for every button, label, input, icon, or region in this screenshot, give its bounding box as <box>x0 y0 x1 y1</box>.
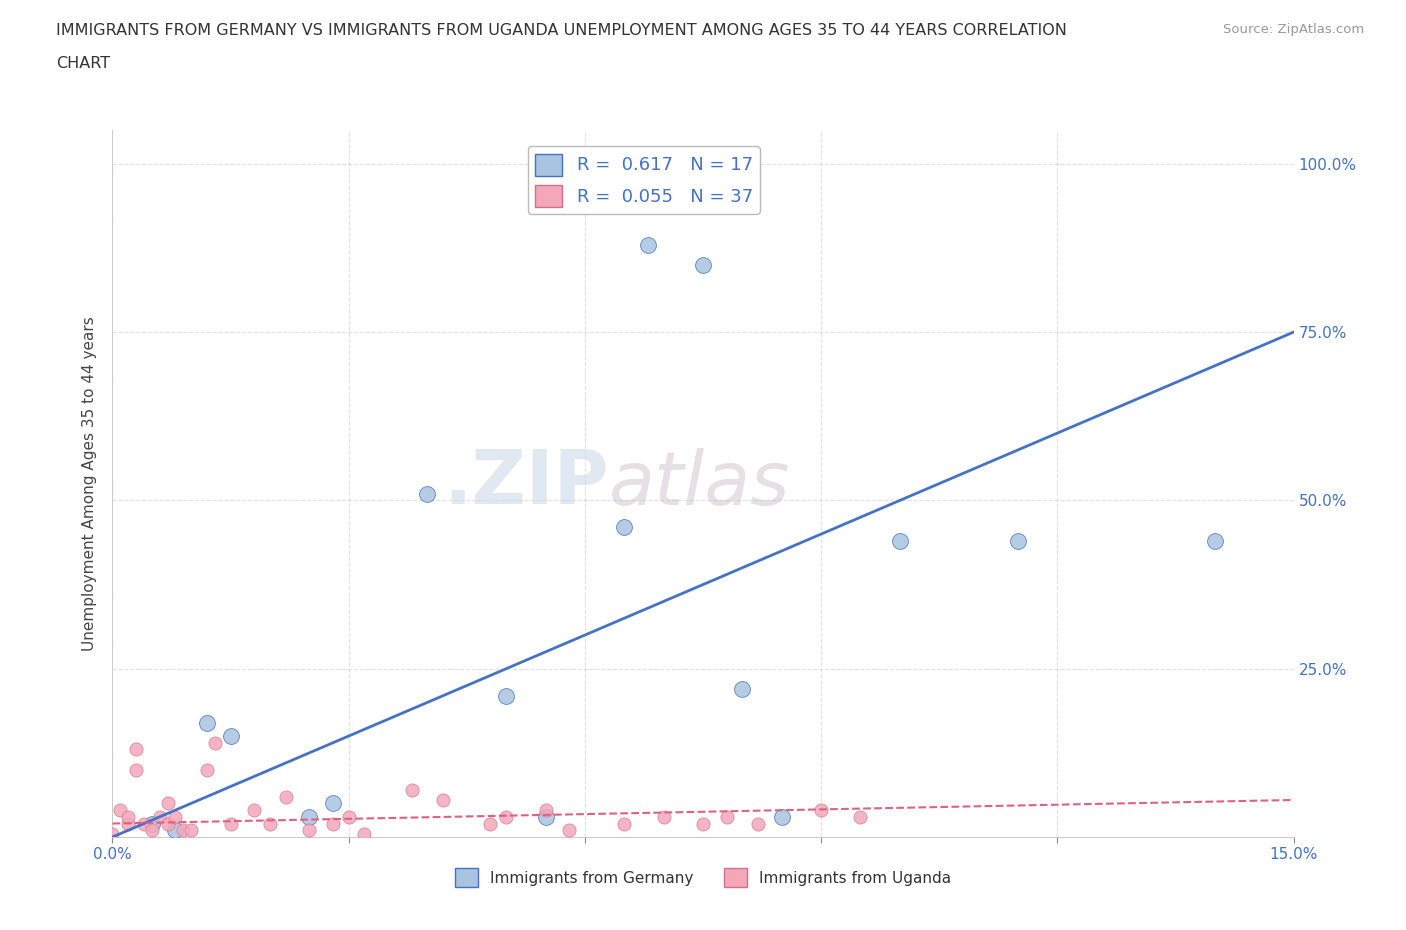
Legend: Immigrants from Germany, Immigrants from Uganda: Immigrants from Germany, Immigrants from… <box>449 862 957 893</box>
Text: IMMIGRANTS FROM GERMANY VS IMMIGRANTS FROM UGANDA UNEMPLOYMENT AMONG AGES 35 TO : IMMIGRANTS FROM GERMANY VS IMMIGRANTS FR… <box>56 23 1067 38</box>
Point <box>849 809 872 824</box>
Point <box>731 682 754 697</box>
Point <box>322 817 344 831</box>
Point <box>180 823 202 838</box>
Point <box>156 796 179 811</box>
Point <box>747 817 769 831</box>
Point <box>274 790 297 804</box>
Point <box>165 823 187 838</box>
Point <box>165 809 187 824</box>
Point <box>172 823 194 838</box>
Point <box>432 792 454 807</box>
Point <box>243 803 266 817</box>
Point <box>810 803 832 817</box>
Point <box>219 728 242 743</box>
Point <box>141 817 163 831</box>
Point <box>149 809 172 824</box>
Point <box>298 809 321 824</box>
Point <box>110 803 132 817</box>
Point <box>322 796 344 811</box>
Point <box>195 715 218 730</box>
Point <box>692 817 714 831</box>
Text: CHART: CHART <box>56 56 110 71</box>
Point <box>534 809 557 824</box>
Point <box>401 782 423 797</box>
Point <box>1204 534 1226 549</box>
Point <box>495 688 517 703</box>
Point <box>534 803 557 817</box>
Point <box>416 486 439 501</box>
Point <box>558 823 581 838</box>
Point <box>141 823 163 838</box>
Point <box>117 817 139 831</box>
Point <box>637 237 659 252</box>
Point <box>195 763 218 777</box>
Point <box>613 520 636 535</box>
Point <box>101 826 124 841</box>
Point <box>219 817 242 831</box>
Y-axis label: Unemployment Among Ages 35 to 44 years: Unemployment Among Ages 35 to 44 years <box>82 316 97 651</box>
Point <box>692 258 714 272</box>
Point <box>652 809 675 824</box>
Point <box>132 817 155 831</box>
Point <box>337 809 360 824</box>
Point <box>613 817 636 831</box>
Point <box>156 817 179 831</box>
Point <box>298 823 321 838</box>
Point <box>117 809 139 824</box>
Point <box>125 763 148 777</box>
Point <box>259 817 281 831</box>
Text: atlas: atlas <box>609 447 790 520</box>
Point <box>125 742 148 757</box>
Point <box>716 809 738 824</box>
Text: .ZIP: .ZIP <box>443 447 609 520</box>
Point <box>1007 534 1029 549</box>
Point <box>889 534 911 549</box>
Point <box>204 736 226 751</box>
Point <box>479 817 502 831</box>
Point <box>495 809 517 824</box>
Point <box>353 826 375 841</box>
Text: Source: ZipAtlas.com: Source: ZipAtlas.com <box>1223 23 1364 36</box>
Point <box>770 809 793 824</box>
